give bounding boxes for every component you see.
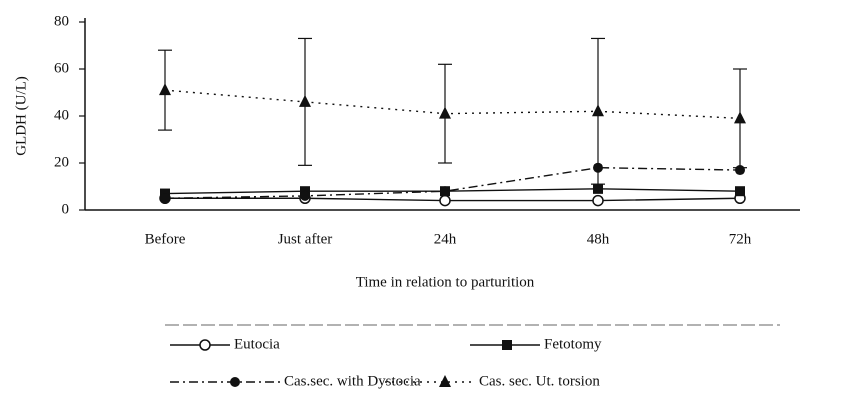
- legend-label: Eutocia: [234, 336, 280, 352]
- marker: [592, 194, 604, 207]
- marker: [439, 194, 451, 207]
- marker: [734, 111, 746, 124]
- y-tick-label: 40: [54, 107, 69, 123]
- marker: [735, 186, 745, 197]
- x-tick-label: Before: [145, 231, 186, 247]
- x-tick-label: 24h: [434, 231, 457, 247]
- y-tick-label: 80: [54, 13, 69, 29]
- y-tick-label: 0: [62, 201, 70, 217]
- legend-marker: [199, 339, 211, 351]
- legend-marker: [502, 340, 512, 350]
- x-axis-label: Time in relation to parturition: [356, 274, 535, 290]
- marker: [300, 190, 310, 201]
- x-tick-label: 72h: [729, 231, 752, 247]
- x-tick-label: Just after: [278, 231, 333, 247]
- series-line: [164, 166, 741, 199]
- marker: [159, 83, 171, 96]
- y-tick-label: 20: [54, 154, 69, 170]
- legend-label: Cas. sec. Ut. torsion: [479, 373, 600, 389]
- x-tick-label: 48h: [587, 231, 610, 247]
- y-axis-label: GLDH (U/L): [13, 76, 29, 156]
- legend-marker: [230, 377, 240, 387]
- legend-marker: [439, 375, 451, 387]
- marker: [439, 106, 451, 119]
- series-line: [164, 89, 741, 120]
- marker: [299, 94, 311, 107]
- legend-label: Fetotomy: [544, 336, 602, 352]
- marker: [160, 193, 170, 204]
- marker: [593, 183, 603, 194]
- marker: [440, 186, 450, 197]
- legend-label: Cas.sec. with Dystocia: [284, 373, 421, 389]
- marker: [592, 104, 604, 117]
- y-tick-label: 60: [54, 60, 69, 76]
- series-line: [165, 197, 741, 202]
